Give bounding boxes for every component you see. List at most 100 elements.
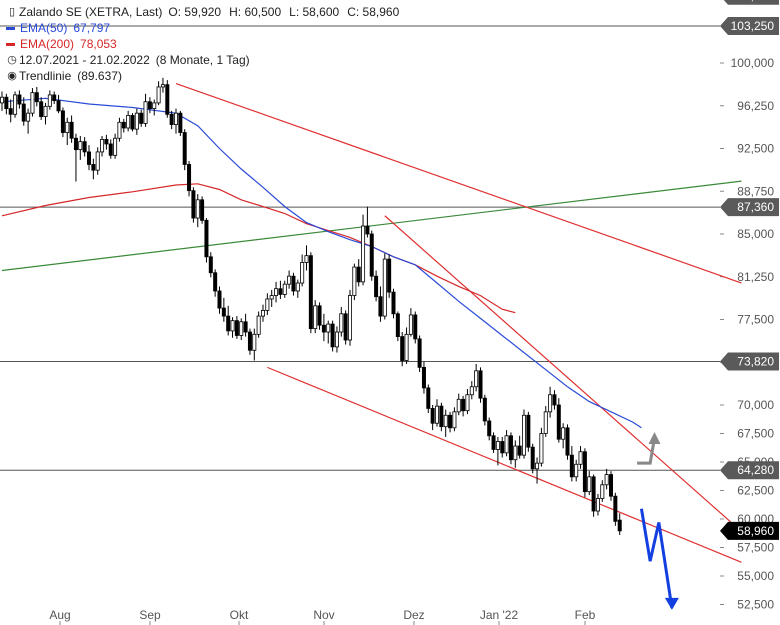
trendline-label: Trendlinie [19, 69, 72, 83]
candle [413, 311, 418, 344]
candle-body [287, 275, 292, 285]
candle-body [308, 255, 313, 330]
candle-body [456, 398, 461, 413]
y-tick-label: 52,500 [737, 598, 774, 612]
candle [535, 457, 540, 484]
candle-body [56, 100, 61, 112]
candle-body [21, 103, 26, 122]
candle-body [334, 331, 339, 348]
price-badge-label: 73,820 [737, 354, 774, 368]
candle-body [274, 288, 279, 296]
candle-body [582, 451, 587, 493]
candle-body [591, 476, 596, 512]
y-tick-label: 62,500 [737, 484, 774, 498]
candle [482, 394, 487, 426]
candle-body [213, 272, 218, 292]
price-badge-label: 105,900 [731, 0, 775, 3]
channel-upper-line [384, 215, 742, 532]
candle-body [321, 324, 326, 333]
candle [91, 158, 96, 180]
candlestick-icon: ▯ [8, 6, 16, 18]
candle-body [65, 121, 70, 133]
legend-row-instrument: ▯ Zalando SE (XETRA, Last) O: 59,920 H: … [5, 4, 407, 20]
candle [191, 187, 196, 223]
candle [195, 194, 200, 228]
candle [400, 332, 405, 367]
candle [495, 436, 500, 466]
candle [274, 281, 279, 303]
candle [217, 286, 222, 314]
price-badge-label: 58,960 [737, 524, 774, 538]
candle-body [113, 137, 118, 156]
candle-body [134, 112, 139, 130]
candle-body [226, 315, 231, 332]
y-tick-label: 85,000 [737, 227, 774, 241]
candle [8, 99, 13, 123]
candle-body [17, 94, 22, 105]
candle [517, 435, 522, 459]
candle-body [539, 433, 544, 464]
candle-body [517, 445, 522, 456]
candle [604, 468, 609, 490]
candle-body [234, 320, 239, 336]
candle [134, 108, 139, 135]
candle [39, 97, 44, 120]
candle [565, 424, 570, 460]
candle [256, 311, 261, 338]
price-badge-shape [723, 0, 779, 5]
candle-body [95, 151, 100, 171]
candle [334, 326, 339, 353]
candle [548, 386, 553, 418]
blue-arrow-head [664, 597, 679, 610]
candle [395, 311, 400, 342]
candle [321, 313, 326, 342]
candle-body [526, 414, 531, 448]
candle-body [587, 476, 592, 493]
candle [600, 480, 605, 502]
candle [295, 279, 300, 298]
candle [100, 135, 105, 157]
candle [82, 137, 87, 157]
candle [204, 218, 209, 263]
candle-body [426, 387, 431, 409]
candle [326, 320, 331, 344]
candle [30, 88, 35, 117]
candle [365, 206, 370, 238]
y-tick-label: 77,500 [737, 313, 774, 327]
candle-body [52, 94, 57, 102]
candle-body [421, 366, 426, 389]
candle-body [548, 394, 553, 413]
candle [352, 263, 357, 301]
candle-body [391, 291, 396, 315]
candle-body [595, 498, 600, 512]
candle-body [443, 414, 448, 428]
candle [34, 86, 39, 107]
candle [165, 80, 170, 118]
candle-body [374, 275, 379, 298]
candle [234, 316, 239, 339]
candle-body [47, 94, 52, 107]
ema200-label: EMA(200) [20, 37, 75, 51]
candle [591, 474, 596, 517]
candle [0, 91, 4, 111]
instrument-name: Zalando SE (XETRA, Last) [19, 5, 163, 19]
candle [69, 115, 74, 143]
candle-body [500, 441, 505, 454]
target-icon: ◉ [7, 70, 17, 82]
candle-body [556, 404, 561, 440]
candle [569, 446, 574, 482]
ema200-swatch [6, 42, 15, 46]
candle-body [217, 290, 222, 309]
candle [439, 402, 444, 432]
candle-body [613, 495, 618, 522]
ema50-swatch [6, 26, 15, 30]
price-badge-shape [720, 198, 779, 217]
candle-body [282, 283, 287, 295]
candle-body [8, 108, 13, 115]
candle-body [326, 323, 331, 333]
candle [387, 254, 392, 298]
candle-body [369, 233, 374, 277]
candle [508, 432, 513, 465]
price-badge-shape [720, 16, 779, 35]
ohlc-low: L: 58,600 [289, 5, 340, 19]
